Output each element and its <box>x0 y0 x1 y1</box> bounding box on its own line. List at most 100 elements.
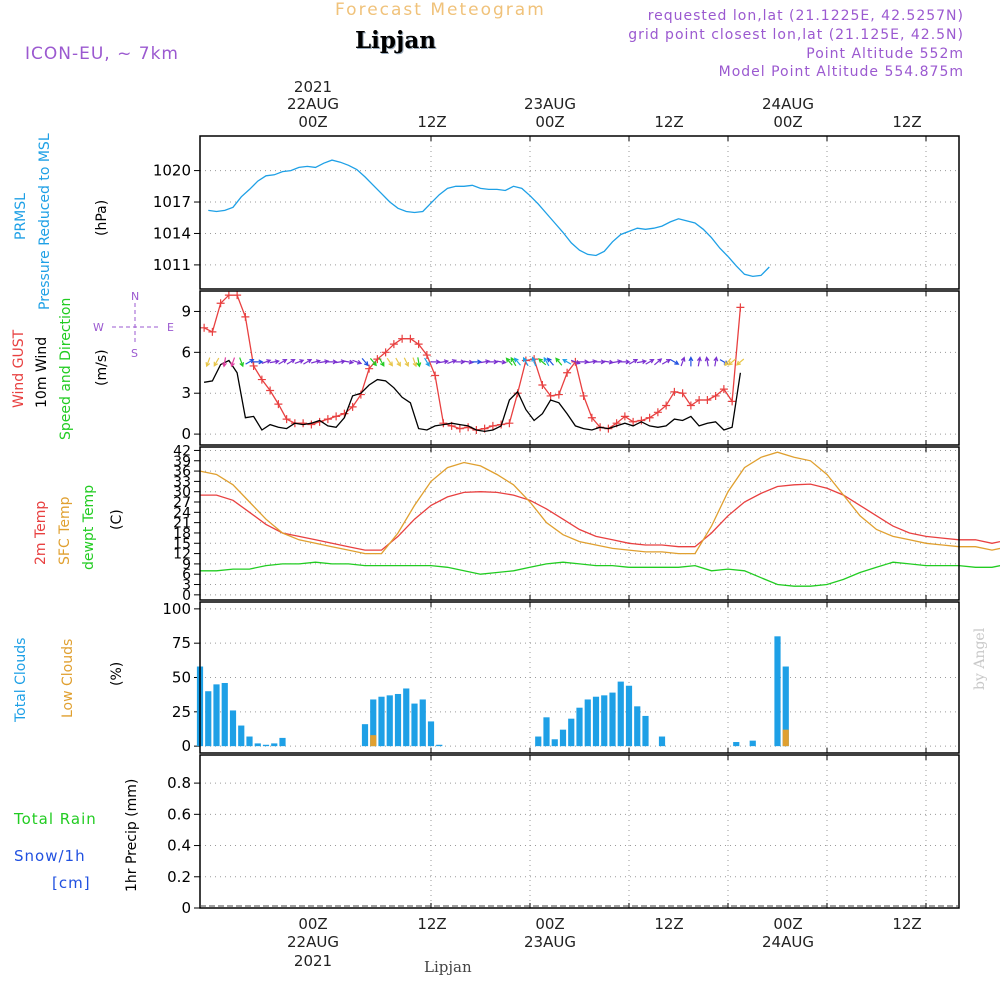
wind-arrow <box>230 357 236 368</box>
clouds-ytick-label: 100 <box>162 600 191 618</box>
gust-marker <box>414 340 423 349</box>
bottom-hour-label-3: 00Z <box>535 915 564 933</box>
wind-arrow <box>303 358 313 365</box>
gust-marker <box>241 312 250 321</box>
wind-arrow <box>724 358 732 367</box>
cloud-title-2: Low Clouds <box>60 639 76 718</box>
gust-marker <box>233 291 242 300</box>
temperature-series-line <box>199 451 1000 555</box>
gust-marker <box>579 391 588 400</box>
clouds-bar <box>584 699 591 747</box>
wind-arrow <box>727 358 736 366</box>
top-hour-label-5: 00Z <box>773 113 802 131</box>
wind-ytick-label: 9 <box>181 302 191 320</box>
bottom-hour-label-1: 00Z <box>298 915 327 933</box>
compass-s: S <box>131 347 138 360</box>
top-hour-label-2: 12Z <box>417 113 446 131</box>
gust-marker <box>348 402 357 411</box>
precip-title-1: Total Rain <box>13 810 97 828</box>
wind-arrow <box>505 357 513 366</box>
temperature-ytick-label: 12 <box>173 547 191 563</box>
bottom-date-label-1: 22AUG <box>287 933 339 951</box>
temperature-ytick-label: 30 <box>173 485 191 501</box>
bottom-time-axis: 00Z 22AUG 2021 12Z 00Z 23AUG 12Z 00Z 24A… <box>287 915 922 970</box>
gust-marker <box>719 385 728 394</box>
clouds-bar <box>279 737 286 747</box>
cloud-panel-labels: Total Clouds Low Clouds (%) <box>13 638 125 723</box>
gust-marker <box>653 408 662 417</box>
gust-marker <box>398 334 407 343</box>
gust-marker <box>224 291 233 300</box>
temperature-ytick-label: 18 <box>173 526 191 542</box>
clouds-bar <box>592 696 600 747</box>
gust-marker <box>686 401 695 410</box>
temp-unit: (C) <box>109 509 125 530</box>
clouds-bar <box>271 743 278 747</box>
wind-arrow <box>654 358 663 366</box>
model-altitude: Model Point Altitude 554.875m <box>718 64 964 80</box>
gust-marker <box>645 413 654 422</box>
clouds-bar <box>601 695 608 747</box>
gust-marker <box>563 368 572 377</box>
wind-arrow <box>213 357 220 367</box>
wind-arrow <box>343 359 355 365</box>
wind-arrow <box>403 357 409 368</box>
gust-marker <box>728 397 737 406</box>
wind-arrow <box>261 359 272 364</box>
temperature-ytick-label: 24 <box>173 505 191 521</box>
wind-arrow <box>222 357 227 368</box>
top-hour-label-4: 12Z <box>654 113 683 131</box>
wind-arrow <box>546 357 554 366</box>
wind-arrow <box>253 359 264 365</box>
wind-title-1: Wind GUST <box>11 329 27 408</box>
wind-arrow <box>416 357 422 368</box>
plot-layer: 1011101410171020036903691215182124273033… <box>153 135 1000 917</box>
wind-arrow <box>628 358 639 365</box>
wind-arrow <box>696 356 702 367</box>
wind-arrow <box>704 356 710 367</box>
wind-arrow <box>587 359 598 365</box>
clouds-bar <box>551 739 558 747</box>
wind-arrow <box>412 357 418 368</box>
wind-arrow <box>471 359 483 365</box>
gust-marker <box>381 348 390 357</box>
clouds-bar <box>543 717 550 747</box>
temperature-ytick-label: 36 <box>173 464 191 480</box>
temp-title-1: 2m Temp <box>33 501 49 565</box>
gust-marker <box>216 299 225 308</box>
temperature-ytick-label: 21 <box>173 516 191 532</box>
clouds-bar <box>370 699 377 747</box>
compass-w: W <box>93 321 104 334</box>
station-name: Lipjan <box>355 27 436 54</box>
compass-n: N <box>131 290 139 303</box>
gust-marker <box>455 424 464 433</box>
gust-marker <box>299 419 308 428</box>
gust-marker <box>282 415 291 424</box>
chart-title: Forecast Meteogram <box>335 0 546 20</box>
clouds-bar <box>238 725 245 747</box>
top-year-label: 2021 <box>294 78 332 96</box>
wind-ytick-label: 0 <box>181 425 191 443</box>
pressure-title-1: PRMSL <box>13 193 29 240</box>
temperature-ytick-label: 15 <box>173 536 191 552</box>
clouds-panel-frame <box>199 601 960 754</box>
wind-arrow <box>239 357 244 368</box>
wind-arrow <box>688 356 694 367</box>
clouds-bar <box>609 692 616 747</box>
clouds-bar <box>361 724 369 747</box>
gust-marker <box>274 400 283 409</box>
gust-marker <box>323 415 332 424</box>
gust-marker <box>662 401 671 410</box>
gust-marker <box>629 417 638 426</box>
wind-arrow <box>294 359 305 364</box>
pressure-ytick-label: 1017 <box>153 193 191 211</box>
gust-marker <box>538 381 547 390</box>
clouds-bar <box>749 740 756 747</box>
wind-arrow <box>455 359 466 365</box>
wind-arrow <box>319 359 330 365</box>
gust-marker <box>488 421 497 430</box>
pressure-unit: (hPa) <box>94 200 110 236</box>
wind-arrow <box>562 358 572 365</box>
wind-arrow <box>480 359 491 365</box>
